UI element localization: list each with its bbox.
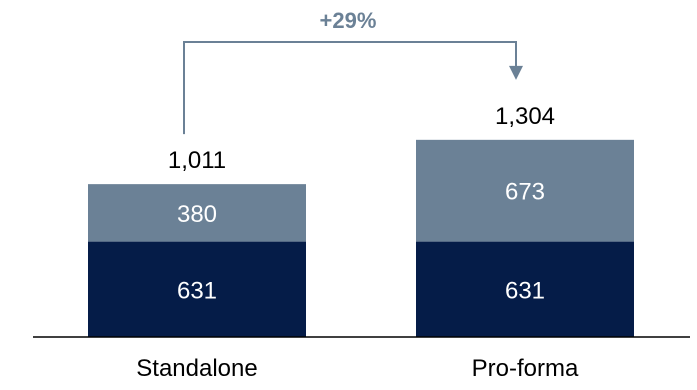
bars-layer [88,139,634,337]
category-label-standalone: Standalone [136,355,257,382]
bar-segment-1-pro-forma [416,241,634,337]
category-label-pro-forma: Pro-forma [472,355,579,382]
bar-value-label: 380 [177,201,217,228]
growth-annotation: +29% [183,8,523,135]
total-value-label: 1,304 [495,103,555,130]
bar-value-label: 631 [177,277,217,304]
total-value-label: 1,011 [168,147,226,174]
bar-segment-1-standalone [88,241,306,337]
growth-percentage-label: +29% [320,8,377,33]
growth-arrow-icon [509,65,523,80]
growth-connector-line [183,41,517,135]
bar-value-label: 631 [505,277,545,304]
bar-value-label: 673 [505,179,545,206]
labels-layer: 631 380 1,011 631 673 1,304 [168,103,555,304]
bar-segment-2-pro-forma [416,139,634,242]
bar-segment-2-standalone [88,184,306,242]
category-labels: Standalone Pro-forma [136,355,579,382]
